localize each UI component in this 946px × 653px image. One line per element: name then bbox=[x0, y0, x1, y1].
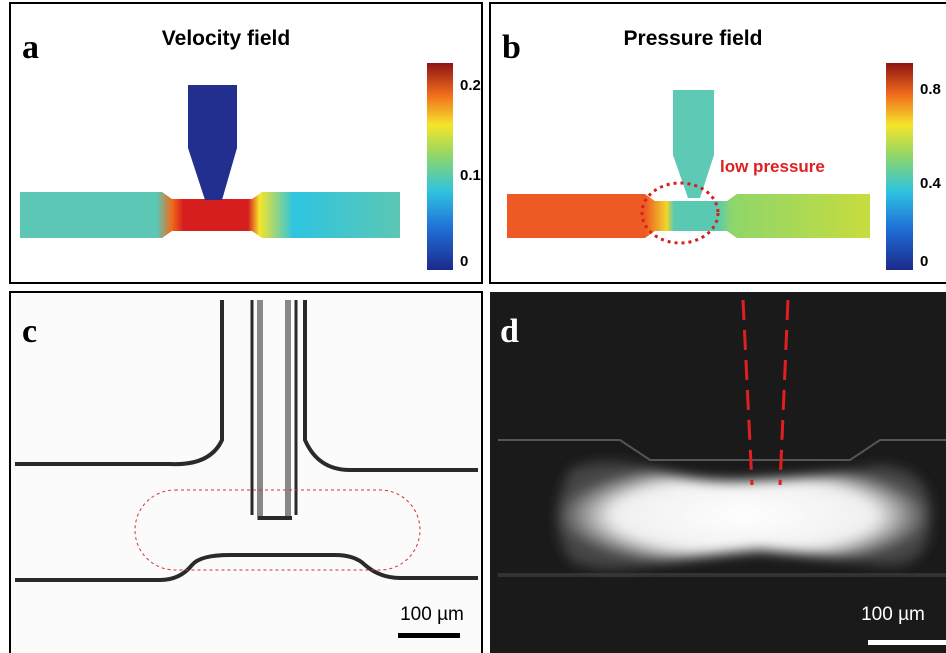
panel-label: d bbox=[500, 313, 519, 350]
colorbar bbox=[886, 63, 913, 270]
panel-label: c bbox=[22, 313, 37, 350]
colorbar-tick: 0.8 bbox=[920, 81, 941, 98]
scale-bar-label: 100 µm bbox=[400, 604, 464, 625]
colorbar bbox=[427, 63, 453, 270]
colorbar-tick: 0.1 bbox=[460, 167, 481, 184]
colorbar-tick: 0 bbox=[920, 253, 928, 270]
scale-bar bbox=[868, 640, 946, 645]
colorbar-tick: 0 bbox=[460, 253, 468, 270]
figure: a Velocity field 0.2 0.1 0 b Pressure fi… bbox=[0, 0, 946, 653]
panel-label: a bbox=[22, 29, 39, 66]
scale-bar bbox=[398, 633, 460, 638]
scale-bar-label: 100 µm bbox=[861, 604, 925, 625]
colorbar-tick: 0.4 bbox=[920, 175, 942, 192]
panel-title: Velocity field bbox=[162, 27, 290, 50]
colorbar-tick: 0.2 bbox=[460, 77, 481, 94]
annotation: low pressure bbox=[720, 157, 825, 176]
panel-frame bbox=[10, 292, 482, 653]
panel-title: Pressure field bbox=[624, 27, 763, 50]
panel-label: b bbox=[502, 29, 521, 66]
